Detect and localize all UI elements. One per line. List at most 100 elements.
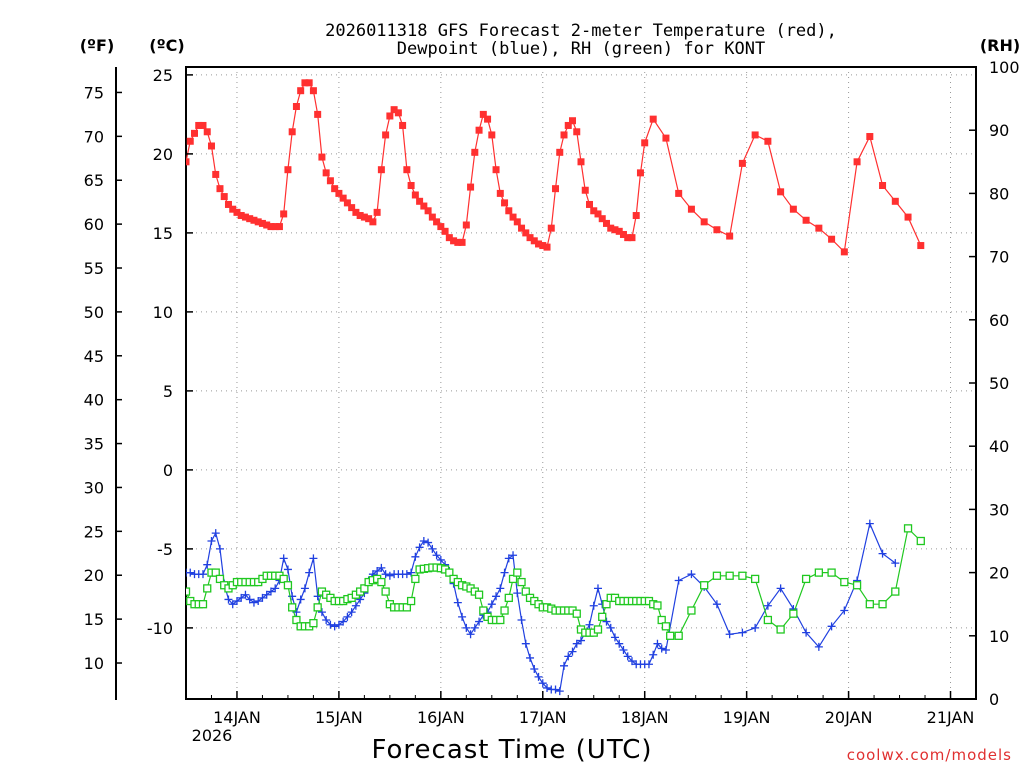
temperature-point <box>607 224 615 232</box>
fahrenheit-tick-label: 45 <box>84 347 104 366</box>
temperature-point <box>241 213 249 221</box>
rh-point <box>657 615 666 625</box>
rh-point <box>827 568 836 577</box>
temperature-point <box>751 131 759 139</box>
fahrenheit-tick-label: 30 <box>84 478 104 497</box>
dewpoint-point <box>309 554 318 563</box>
temperature-point <box>662 134 670 142</box>
celsius-tick-label: 25 <box>153 66 173 85</box>
dewpoint-point <box>619 646 628 655</box>
temperature-point <box>335 189 343 197</box>
temperature-point <box>738 159 746 167</box>
fahrenheit-tick-label: 70 <box>84 127 104 146</box>
rh-point <box>288 603 297 612</box>
temperature-point <box>539 242 547 250</box>
rh-point <box>279 574 288 584</box>
dewpoint-point <box>623 652 632 661</box>
fahrenheit-tick-label: 20 <box>84 566 104 585</box>
dewpoint-point <box>266 587 275 596</box>
chart-title-line2: Dewpoint (blue), RH (green) for KONT <box>397 39 765 59</box>
dewpoint-point <box>334 620 343 629</box>
temperature-point <box>212 170 220 178</box>
temperature-point <box>343 199 351 207</box>
rh-point <box>283 581 293 590</box>
temperature-point <box>840 248 848 256</box>
dewpoint-point <box>577 636 585 645</box>
dewpoint-point <box>241 590 250 599</box>
dewpoint-point <box>687 570 696 579</box>
fahrenheit-tick-label: 65 <box>84 171 104 190</box>
rh-point <box>292 615 301 625</box>
temperature-point <box>700 218 708 226</box>
dewpoint-point <box>610 633 619 642</box>
rh-point <box>504 593 513 603</box>
dewpoint-point <box>232 597 241 606</box>
rh-point <box>865 600 874 609</box>
rh-point <box>517 577 526 587</box>
temperature-point <box>428 213 436 221</box>
dewpoint-point <box>377 563 386 572</box>
dewpoint-point <box>211 529 220 538</box>
temperature-point <box>590 207 598 215</box>
dewpoint-point <box>627 657 636 666</box>
temperature-point <box>560 131 568 139</box>
dewpoint-point <box>339 617 348 626</box>
dewpoint-point <box>436 555 445 564</box>
celsius-tick-label: -10 <box>147 619 173 638</box>
dewpoint-point <box>343 612 352 621</box>
rh-point <box>406 596 416 606</box>
dewpoint-point <box>330 622 339 631</box>
dewpoint-point <box>725 630 734 639</box>
rh-point <box>602 600 611 609</box>
temperature-point <box>348 204 356 212</box>
temperature-point <box>394 109 402 117</box>
temperature-point <box>853 158 861 166</box>
temperature-point <box>292 103 300 110</box>
temperature-point <box>615 227 623 235</box>
dewpoint-point <box>245 595 254 604</box>
rh-point <box>852 581 862 590</box>
temperature-point <box>619 230 627 238</box>
temperature-point <box>879 182 887 189</box>
dewpoint-point <box>649 650 658 659</box>
dewpoint-point <box>606 623 615 632</box>
temperature-point <box>309 87 317 95</box>
celsius-unit-label: (ºC) <box>149 36 184 55</box>
rh-point <box>666 631 675 640</box>
celsius-tick-label: 0 <box>163 461 173 480</box>
dewpoint-point <box>509 551 518 560</box>
dewpoint-point <box>751 623 760 632</box>
dewpoint-point <box>215 544 224 553</box>
dewpoint-point <box>271 584 280 593</box>
rh-point <box>903 524 913 533</box>
temperature-point <box>764 137 772 145</box>
temperature-point <box>866 133 874 141</box>
dewpoint-point <box>661 646 670 655</box>
temperature-point <box>267 223 275 231</box>
dewpoint-point <box>615 639 624 648</box>
temperature-point <box>632 212 640 220</box>
dewpoint-point <box>802 628 811 637</box>
dewpoint-point <box>534 672 543 681</box>
x-tick-label: 21JAN <box>927 708 975 727</box>
dewpoint-point <box>432 551 441 560</box>
temperature-point <box>199 121 207 129</box>
celsius-tick-label: 10 <box>153 303 173 322</box>
dewpoint-point <box>475 617 484 626</box>
temperature-point <box>917 242 925 250</box>
fahrenheit-tick-label: 55 <box>84 259 104 278</box>
temperature-point <box>467 183 475 191</box>
temperature-point <box>479 110 487 118</box>
rh-point <box>198 600 208 609</box>
dewpoint-point <box>572 639 581 648</box>
rh-point <box>513 568 522 577</box>
temperature-point <box>377 166 385 174</box>
temperature-point <box>420 202 428 210</box>
credit-text: coolwx.com/models <box>847 746 1012 764</box>
temperature-point <box>450 237 458 245</box>
temperature-point <box>365 215 373 223</box>
temperature-point <box>331 185 339 193</box>
temperature-point <box>891 197 899 205</box>
rh-point <box>186 587 191 596</box>
